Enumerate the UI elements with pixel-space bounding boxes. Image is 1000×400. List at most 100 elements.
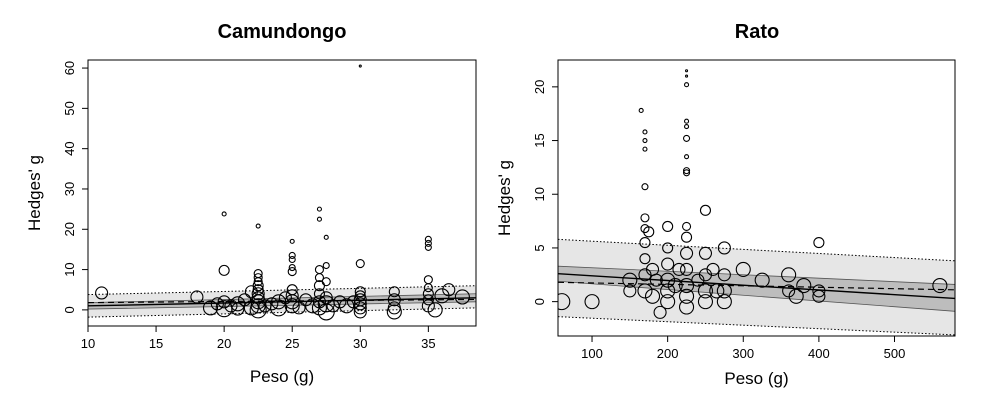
y-tick-label: 20 [62,222,77,236]
confidence-lower-line [88,301,476,310]
y-tick-label: 60 [62,61,77,75]
data-point [685,74,689,78]
data-point [788,288,804,304]
data-point [640,224,650,234]
data-point [697,283,714,299]
data-point [353,301,367,315]
data-point [255,223,261,229]
x-tick-label: 15 [149,336,163,351]
data-point [305,298,321,314]
data-point [249,301,267,319]
data-point [813,237,825,249]
data-point [202,300,219,316]
data-point [323,234,329,240]
data-point [311,300,327,316]
data-point [679,299,695,315]
data-point [643,226,655,238]
data-point [735,261,751,277]
x-tick-label: 400 [808,346,830,361]
data-point [270,299,288,317]
data-point [314,273,324,283]
data-point [424,235,432,243]
data-point [679,277,695,294]
prediction-upper-line [88,285,476,296]
data-point [210,297,224,311]
data-point [427,302,443,318]
data-point [422,288,434,300]
chart-title: Camundongo [218,21,347,43]
data-point [288,251,296,260]
data-point [717,268,731,282]
data-point [684,154,690,160]
data-point [355,258,365,269]
data-point [230,296,246,312]
plot-frame [87,59,477,327]
data-point [289,238,295,244]
data-point [754,272,770,288]
data-point [717,241,731,255]
data-point [353,297,367,311]
x-tick-label: 25 [285,336,299,351]
data-point [253,273,263,283]
x-tick-label: 500 [884,346,906,361]
data-point [932,277,948,294]
data-point [623,284,637,298]
data-point [660,272,676,288]
data-point [680,246,694,260]
confidence-lower-line [558,280,955,312]
data-point [639,237,651,249]
data-point [423,275,433,285]
x-tick-label: 100 [581,346,603,361]
data-point [699,204,712,216]
data-point [339,298,355,314]
y-tick-label: 10 [62,262,77,276]
y-tick-label: 10 [532,187,547,201]
data-point [224,299,238,313]
x-tick-label: 300 [732,346,754,361]
data-point [231,302,245,316]
y-tick-label: 5 [532,244,547,251]
y-tick-label: 50 [62,101,77,115]
data-point [683,167,691,175]
data-point [639,253,651,265]
data-point [644,288,661,304]
data-point [316,216,322,222]
data-point [288,264,296,272]
data-point [709,283,725,299]
data-point [662,220,674,233]
data-point [321,277,331,287]
dashed-reference-line [558,281,955,291]
x-tick-label: 30 [353,336,367,351]
data-point [681,231,693,243]
data-point [683,134,691,142]
data-point [218,264,230,276]
x-tick-label: 10 [81,336,95,351]
x-axis-label: Peso (g) [724,369,788,388]
data-point [424,243,432,251]
data-point [454,289,470,305]
data-point [217,295,231,309]
data-point [662,242,674,254]
data-point [423,283,433,293]
data-point [812,289,826,303]
chart-panel-1: 10 15 20 25 30 35 0 10 20 30 40 50 60 Camundongo Peso … [25,21,477,386]
data-point [716,294,732,310]
data-point [95,286,109,300]
x-tick-label: 20 [217,336,231,351]
data-point [386,304,402,320]
data-point [221,211,227,217]
data-point [251,287,265,301]
y-tick-label: 15 [532,133,547,147]
data-point [642,146,648,152]
y-tick-label: 30 [62,182,77,196]
y-tick-label: 40 [62,141,77,155]
y-axis-label: Hedges' g [25,155,44,231]
data-point [781,267,797,283]
data-point [314,265,324,275]
data-point [354,286,366,298]
prediction-lower-line [88,307,476,318]
y-axis-label: Hedges' g [495,160,514,236]
data-point [353,305,367,319]
data-point [684,82,690,88]
